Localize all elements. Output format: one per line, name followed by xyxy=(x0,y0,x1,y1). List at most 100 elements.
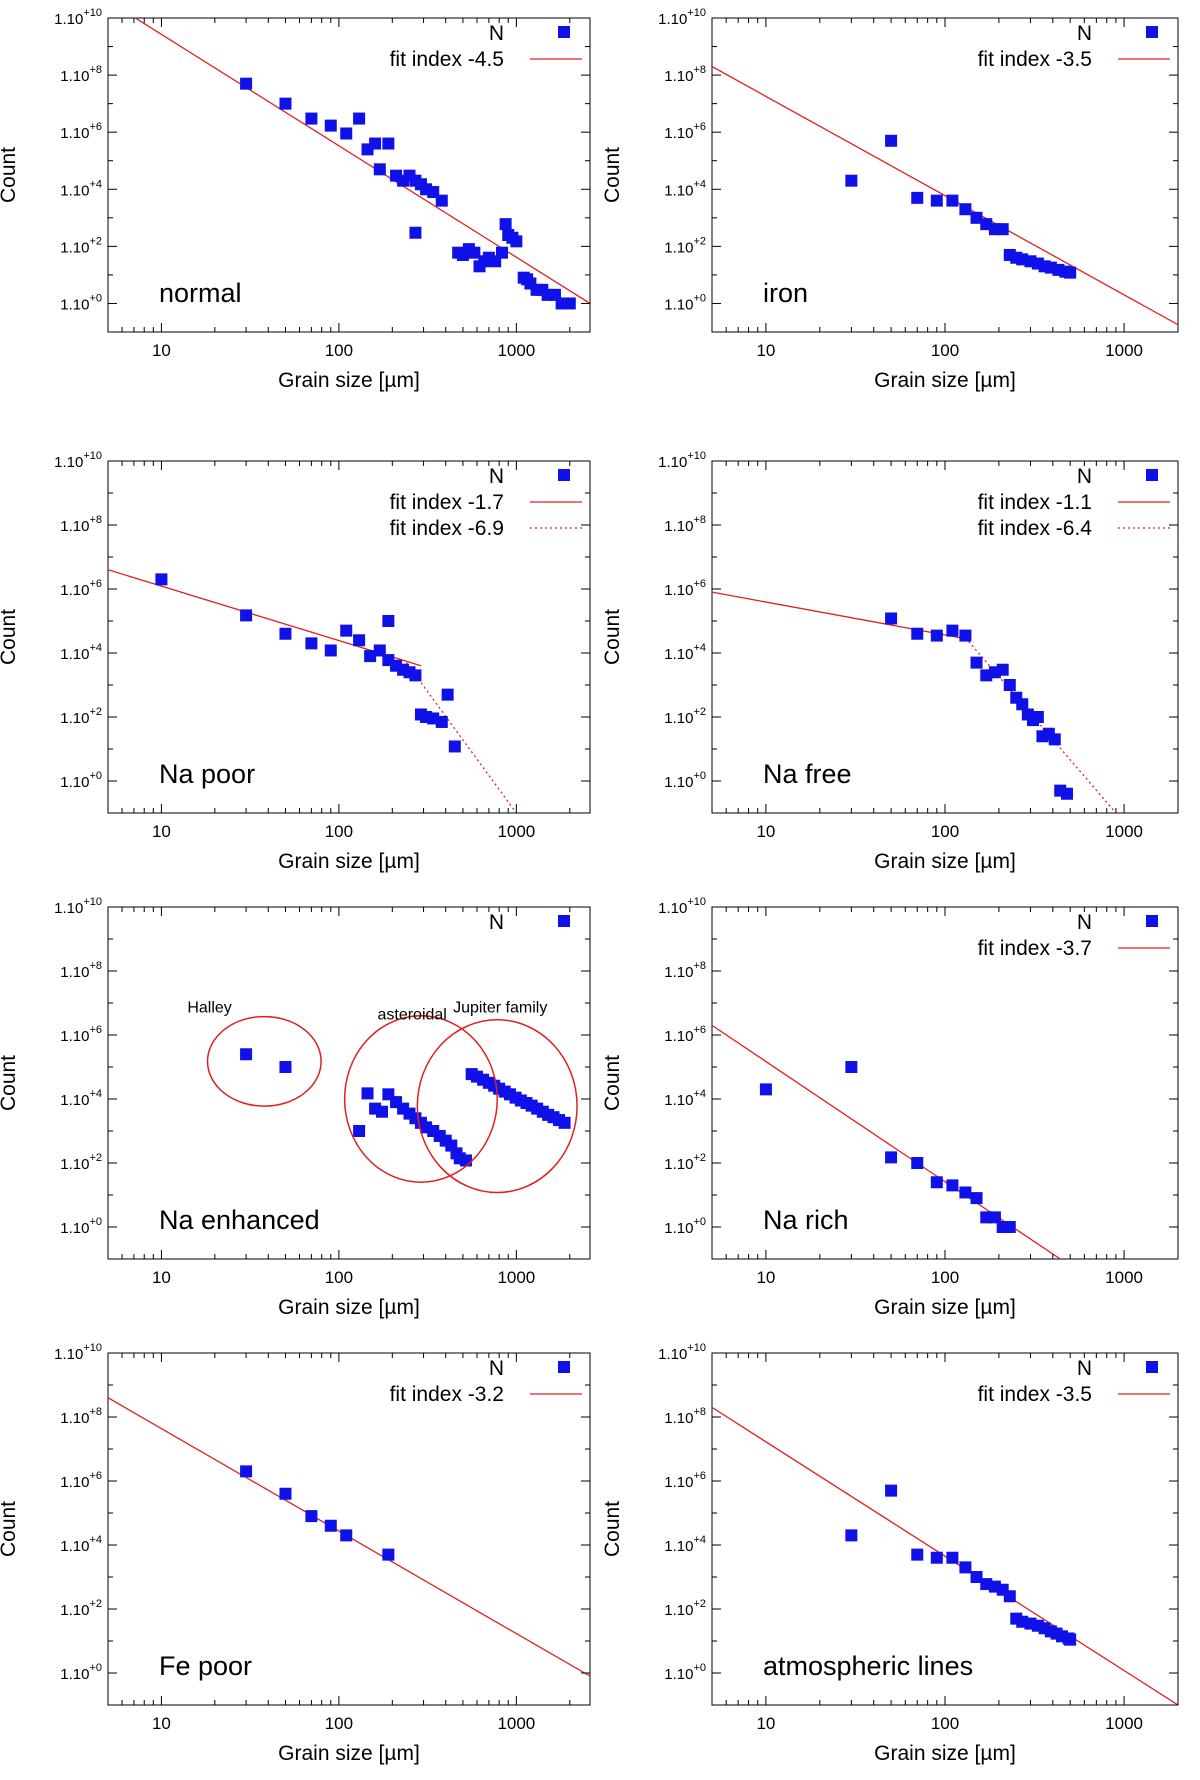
data-point xyxy=(324,1519,337,1532)
data-point xyxy=(970,211,983,224)
data-point xyxy=(563,297,576,310)
y-tick-label: 1.10+0 xyxy=(664,770,706,791)
data-point xyxy=(369,137,382,150)
y-tick-label: 1.10+4 xyxy=(664,178,706,199)
data-point xyxy=(155,573,168,586)
data-point xyxy=(373,644,386,657)
y-tick-label: 1.10+2 xyxy=(60,1152,102,1173)
data-point xyxy=(361,1087,374,1100)
data-point xyxy=(279,1061,292,1073)
plot-area xyxy=(108,1397,590,1677)
y-tick-label: 1.10+10 xyxy=(54,1342,102,1363)
y-tick-label: 1.10+2 xyxy=(664,706,706,727)
y-tick-label: 1.10+0 xyxy=(60,292,102,313)
data-point xyxy=(1024,255,1037,268)
x-tick-label: 10 xyxy=(756,341,775,360)
y-tick-label: 1.10+8 xyxy=(664,960,706,981)
legend-marker xyxy=(1146,26,1158,38)
data-point xyxy=(885,134,898,147)
panel-na-free: 10 100 1000 1.10+0 1.10+2 1.10+4 1.10+6 1.10+8 1… xyxy=(601,450,1179,873)
data-point xyxy=(930,194,943,207)
group-ellipse xyxy=(416,1018,578,1194)
y-tick-label: 1.10+2 xyxy=(60,235,102,256)
y-tick-label: 1.10+10 xyxy=(54,7,102,28)
data-point xyxy=(1003,1221,1016,1233)
panel-label: normal xyxy=(159,278,242,308)
data-point xyxy=(970,1192,983,1205)
y-tick-label: 1.10+6 xyxy=(60,1470,102,1491)
y-tick-label: 1.10+10 xyxy=(658,450,706,471)
y-axis-label: Count xyxy=(0,1055,20,1111)
x-axis-label: Grain size [µm] xyxy=(278,369,420,392)
data-point xyxy=(911,191,924,204)
panel-label: iron xyxy=(763,278,808,308)
y-tick-label: 1.10+8 xyxy=(664,514,706,535)
y-tick-label: 1.10+4 xyxy=(664,642,706,663)
panel-normal: 10 100 1000 1.10+0 1.10+2 1.10+4 1.10+6 1.10+8 1… xyxy=(0,3,591,392)
data-point xyxy=(279,1487,292,1500)
panel-label: Na enhanced xyxy=(159,1205,320,1235)
y-tick-label: 1.10+0 xyxy=(664,1662,706,1683)
data-point xyxy=(1064,266,1077,279)
fit-line xyxy=(964,637,1117,813)
y-tick-label: 1.10+10 xyxy=(54,450,102,471)
data-point xyxy=(382,137,395,150)
y-tick-label: 1.10+10 xyxy=(658,7,706,28)
data-point xyxy=(959,203,972,216)
x-tick-label: 100 xyxy=(325,822,353,841)
data-point xyxy=(1003,1590,1016,1603)
legend-fit-label: fit index -3.7 xyxy=(978,937,1092,960)
data-point xyxy=(305,112,318,125)
y-axis-label: Count xyxy=(0,1501,20,1557)
data-point xyxy=(353,1125,366,1137)
x-tick-label: 100 xyxy=(931,341,959,360)
legend-marker xyxy=(558,915,570,927)
x-tick-label: 10 xyxy=(152,1268,171,1287)
data-point xyxy=(376,1105,389,1118)
data-point xyxy=(996,663,1009,676)
x-tick-label: 100 xyxy=(325,1268,353,1287)
data-point xyxy=(279,627,292,640)
y-axis-label: Count xyxy=(601,1055,624,1111)
data-point xyxy=(885,1484,898,1497)
data-point xyxy=(305,637,318,650)
x-tick-label: 10 xyxy=(756,1714,775,1733)
legend-marker xyxy=(558,1361,570,1373)
fit-line xyxy=(712,591,966,640)
plot-frame xyxy=(107,906,591,1260)
panel-na-poor: 10 100 1000 1.10+0 1.10+2 1.10+4 1.10+6 1.10+8 1… xyxy=(0,450,591,873)
y-tick-label: 1.10+8 xyxy=(664,1406,706,1427)
data-point xyxy=(155,3,167,15)
legend-fit-label: fit index -6.4 xyxy=(978,517,1093,540)
plot-frame xyxy=(107,1352,591,1706)
data-point xyxy=(959,1561,972,1574)
legend-series-label: N xyxy=(1077,911,1092,934)
group-annotation: Jupiter family xyxy=(453,1000,547,1017)
y-tick-label: 1.10+4 xyxy=(60,1088,102,1109)
x-tick-label: 1000 xyxy=(1105,1268,1143,1287)
plot-area xyxy=(240,1048,571,1167)
data-point xyxy=(1003,248,1016,261)
legend-fit-label: fit index -3.5 xyxy=(978,1383,1092,1406)
x-axis-label: Grain size [µm] xyxy=(874,369,1016,392)
legend-series-label: N xyxy=(489,22,504,45)
data-point xyxy=(448,740,461,753)
plot-area xyxy=(712,65,1178,326)
x-tick-label: 10 xyxy=(152,341,171,360)
plot-area xyxy=(712,591,1117,813)
data-point xyxy=(1048,733,1061,746)
data-point xyxy=(558,1116,571,1129)
data-point xyxy=(409,226,422,239)
x-tick-label: 1000 xyxy=(497,822,535,841)
plot-area xyxy=(712,1406,1178,1705)
y-tick-label: 1.10+6 xyxy=(60,1024,102,1045)
fit-line xyxy=(134,18,590,305)
panel-fe-poor: 10 100 1000 1.10+0 1.10+2 1.10+4 1.10+6 1.10+8 1… xyxy=(0,1342,591,1765)
y-tick-label: 1.10+10 xyxy=(658,1342,706,1363)
data-point xyxy=(930,1551,943,1564)
data-point xyxy=(759,1083,772,1096)
data-point xyxy=(499,218,512,231)
x-axis-label: Grain size [µm] xyxy=(278,850,420,873)
data-point xyxy=(996,223,1009,236)
x-tick-label: 1000 xyxy=(497,1268,535,1287)
